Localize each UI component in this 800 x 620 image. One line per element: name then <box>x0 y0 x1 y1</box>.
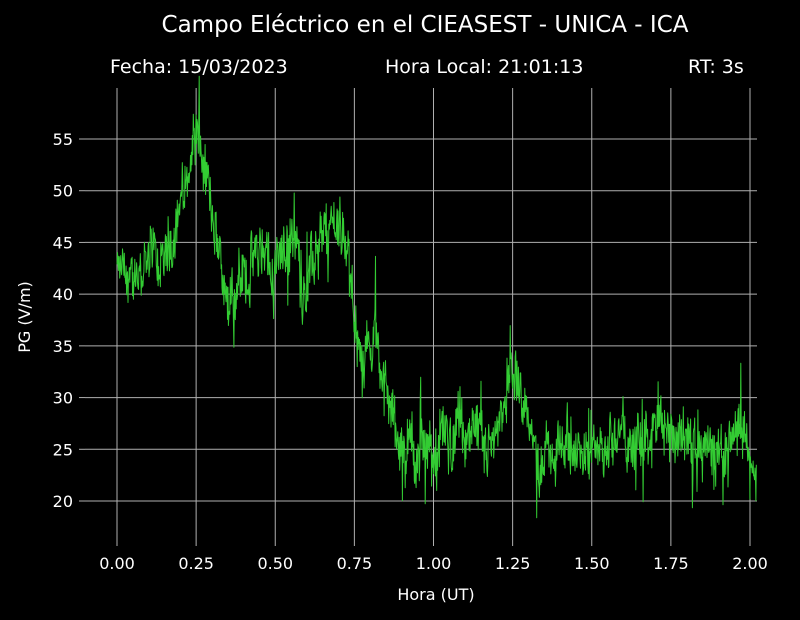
subtitle-local-time: Hora Local: 21:01:13 <box>385 56 584 78</box>
chart-title: Campo Eléctrico en el CIEASEST - UNICA -… <box>161 12 689 38</box>
x-axis-label: Hora (UT) <box>397 585 474 604</box>
y-tick-label: 45 <box>53 233 73 252</box>
y-tick-label: 40 <box>53 285 73 304</box>
x-tick-label: 2.00 <box>732 554 768 573</box>
x-tick-label: 1.75 <box>653 554 689 573</box>
y-tick-label: 50 <box>53 182 73 201</box>
plot-area <box>116 75 757 519</box>
x-tick-label: 0.75 <box>337 554 373 573</box>
series-line <box>116 75 757 519</box>
y-tick-label: 25 <box>53 440 73 459</box>
x-tick-label: 0.25 <box>178 554 214 573</box>
x-tick-label: 1.25 <box>495 554 531 573</box>
y-tick-label: 20 <box>53 492 73 511</box>
subtitle-refresh-time: RT: 3s <box>688 56 744 78</box>
grid <box>85 88 757 540</box>
y-tick-label: 55 <box>53 130 73 149</box>
y-axis: 20 25 30 35 40 45 50 55 <box>53 130 85 511</box>
x-tick-label: 0.50 <box>257 554 293 573</box>
y-tick-label: 30 <box>53 389 73 408</box>
subtitle-date: Fecha: 15/03/2023 <box>110 56 288 78</box>
x-tick-label: 1.00 <box>416 554 452 573</box>
x-axis: 0.00 0.25 0.50 0.75 1.00 1.25 1.50 1.75 2.00 <box>99 540 768 573</box>
y-axis-label: PG (V/m) <box>15 281 34 353</box>
y-tick-label: 35 <box>53 337 73 356</box>
x-tick-label: 0.00 <box>99 554 135 573</box>
x-tick-label: 1.50 <box>574 554 610 573</box>
